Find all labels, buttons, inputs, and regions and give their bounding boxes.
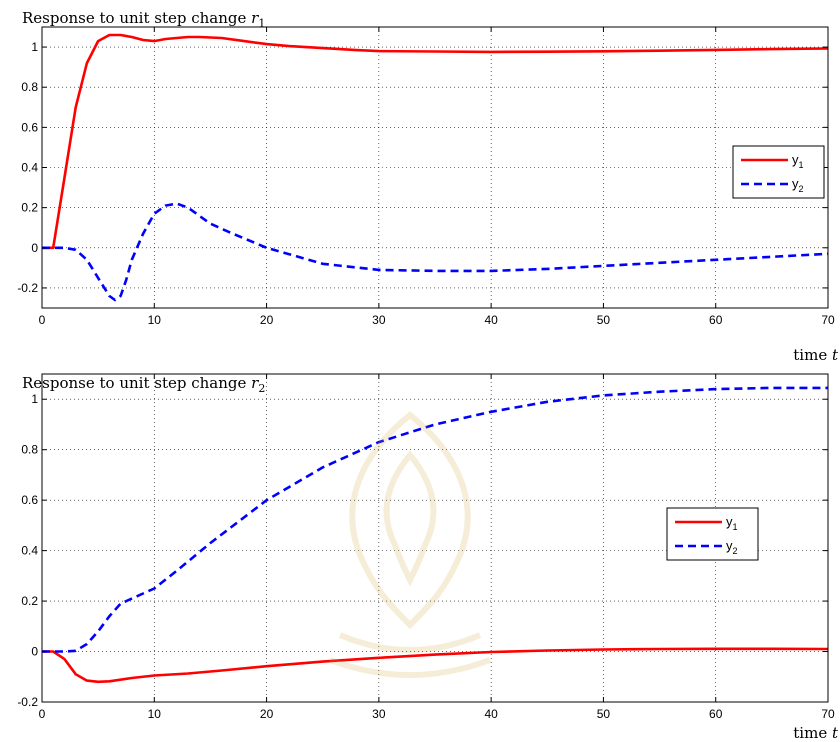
y-tick-label: -0.2 xyxy=(17,695,38,709)
x-axis-label: time t xyxy=(793,346,839,364)
x-tick-label: 0 xyxy=(39,313,46,327)
x-tick-label: 20 xyxy=(260,313,274,327)
legend-box xyxy=(732,145,825,199)
x-tick-label: 60 xyxy=(709,313,723,327)
y-tick-label: -0.2 xyxy=(17,281,38,295)
series-line-y1 xyxy=(42,647,829,684)
chart-title: Response to unit step change r2 xyxy=(22,374,265,395)
y-tick-label: 0 xyxy=(31,645,38,659)
x-tick-label: 10 xyxy=(148,707,162,721)
series-line-y2 xyxy=(42,386,828,653)
series-line-y1 xyxy=(42,33,829,250)
series-line-y2 xyxy=(42,202,829,302)
legend-label-y1: y1 xyxy=(726,514,738,532)
y-tick-label: 0.2 xyxy=(21,594,38,608)
y-tick-label: 0.4 xyxy=(21,161,38,175)
chart-panel-2: 0 10 20 30 40 50 60 70-0.200.20.40.60.81Respons… xyxy=(17,373,839,742)
x-tick-label: 10 xyxy=(148,313,162,327)
y-tick-label: 1 xyxy=(31,392,38,406)
legend-label-y2: y2 xyxy=(726,538,738,556)
y-tick-label: 0.4 xyxy=(21,544,38,558)
y-tick-label: 0.6 xyxy=(21,120,38,134)
chart-panel-1: 0 10 20 30 40 50 60 70 -0.2 0 0.2 0.4 0.6 0.8 1 Respons… xyxy=(17,9,839,364)
chart-title: Response to unit step change r1 xyxy=(22,9,265,30)
x-tick-label: 30 xyxy=(372,707,386,721)
x-tick-label: 30 xyxy=(372,313,386,327)
y-tick-label: 1 xyxy=(31,40,38,54)
x-tick-label: 60 xyxy=(709,707,723,721)
x-tick-label: 40 xyxy=(484,313,498,327)
y-tick-label: 0.8 xyxy=(21,443,38,457)
x-tick-label: 70 xyxy=(821,707,835,721)
x-tick-label: 40 xyxy=(484,707,498,721)
y-tick-label: 0.8 xyxy=(21,80,38,94)
legend-box xyxy=(666,507,759,561)
legend-label-y2: y2 xyxy=(792,176,804,194)
y-tick-label: 0.2 xyxy=(21,201,38,215)
plot-frame xyxy=(41,373,829,703)
x-tick-label: 50 xyxy=(597,313,611,327)
y-tick-label: 0 xyxy=(31,241,38,255)
x-tick-label: 50 xyxy=(597,707,611,721)
x-tick-label: 0 xyxy=(39,707,46,721)
x-tick-label: 70 xyxy=(821,313,835,327)
x-tick-label: 20 xyxy=(260,707,274,721)
y-tick-label: 0.6 xyxy=(21,493,38,507)
legend-label-y1: y1 xyxy=(792,152,804,170)
x-axis-label: time t xyxy=(793,724,839,742)
